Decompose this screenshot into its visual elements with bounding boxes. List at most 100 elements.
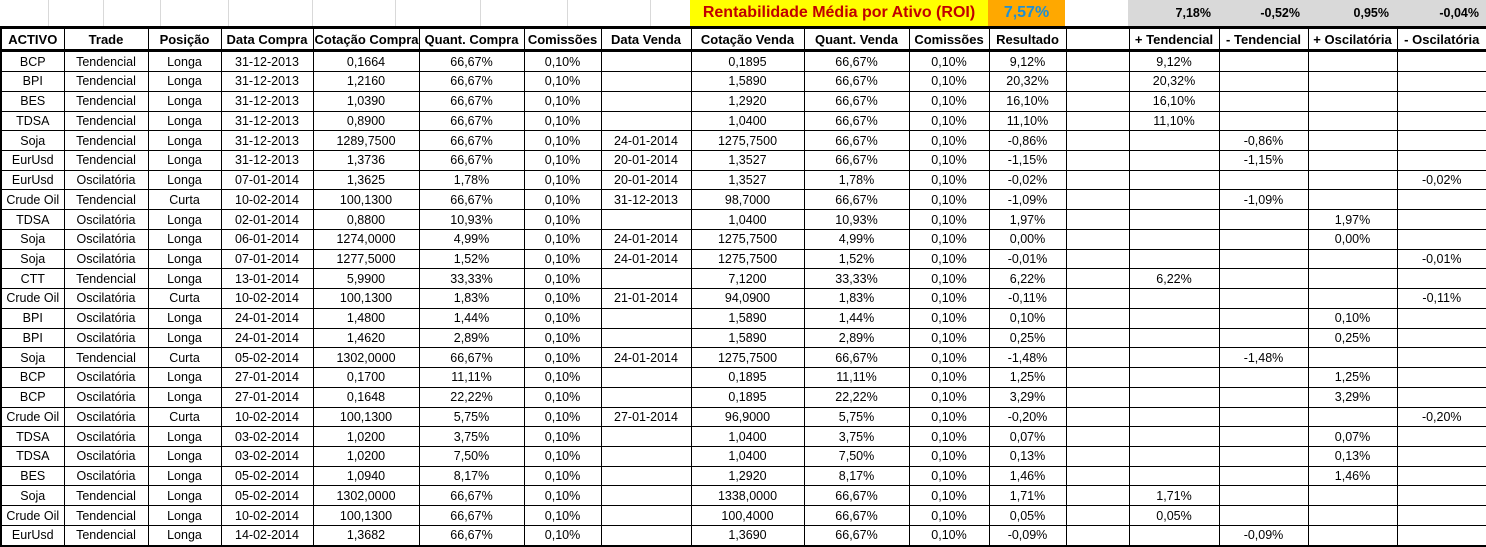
cell-data-venda[interactable]: 24-01-2014: [600, 130, 692, 151]
cell-spacer[interactable]: [1065, 446, 1130, 467]
cell-data-venda[interactable]: [600, 426, 692, 447]
cell-plus-oscilatoria[interactable]: [1307, 248, 1398, 270]
cell-comissoes-compra[interactable]: 0,10%: [523, 268, 602, 290]
cell-quant-compra[interactable]: 22,22%: [418, 386, 525, 408]
cell-cotacao-compra[interactable]: 100,1300: [312, 189, 420, 211]
cell-quant-compra[interactable]: 66,67%: [418, 347, 525, 369]
cell-plus-oscilatoria[interactable]: [1307, 268, 1398, 290]
cell-comissoes-compra[interactable]: 0,10%: [523, 347, 602, 369]
cell-minus-tendencial[interactable]: [1218, 386, 1309, 408]
cell-cotacao-venda[interactable]: 1,0400: [690, 209, 805, 230]
cell-minus-tendencial[interactable]: [1218, 307, 1309, 329]
cell-resultado[interactable]: 1,46%: [988, 465, 1067, 487]
cell-activo[interactable]: BCP: [0, 367, 65, 388]
cell-comissoes-compra[interactable]: 0,10%: [523, 228, 602, 250]
cell-comissoes-compra[interactable]: 0,10%: [523, 149, 602, 171]
roi-value[interactable]: 7,57%: [988, 0, 1065, 26]
cell-plus-oscilatoria[interactable]: 3,29%: [1307, 386, 1398, 408]
cell-data-compra[interactable]: 31-12-2013: [220, 149, 314, 171]
cell-resultado[interactable]: -0,02%: [988, 169, 1067, 191]
cell-spacer[interactable]: [1065, 505, 1130, 526]
cell-resultado[interactable]: -1,09%: [988, 189, 1067, 211]
cell-cotacao-venda[interactable]: 100,4000: [690, 505, 805, 526]
cell-posicao[interactable]: Longa: [147, 268, 222, 290]
cell-resultado[interactable]: -0,11%: [988, 288, 1067, 309]
cell-spacer[interactable]: [1065, 268, 1130, 290]
cell-plus-oscilatoria[interactable]: [1307, 524, 1398, 547]
cell-comissoes-compra[interactable]: 0,10%: [523, 406, 602, 428]
cell-comissoes-compra[interactable]: 0,10%: [523, 426, 602, 447]
cell-comissoes-venda[interactable]: 0,10%: [908, 524, 990, 547]
cell-minus-tendencial[interactable]: [1218, 505, 1309, 526]
summary-minus-oscilatoria[interactable]: -0,04%: [1439, 6, 1479, 20]
cell-data-venda[interactable]: [600, 307, 692, 329]
cell-comissoes-compra[interactable]: 0,10%: [523, 248, 602, 270]
cell-posicao[interactable]: Longa: [147, 248, 222, 270]
cell-cotacao-compra[interactable]: 0,8800: [312, 209, 420, 230]
cell-quant-compra[interactable]: 33,33%: [418, 268, 525, 290]
cell-cotacao-compra[interactable]: 0,1700: [312, 367, 420, 388]
cell-data-compra[interactable]: 31-12-2013: [220, 110, 314, 132]
cell-data-venda[interactable]: [600, 49, 692, 73]
col-header-trade[interactable]: Trade: [63, 26, 149, 52]
cell-data-venda[interactable]: [600, 465, 692, 487]
cell-activo[interactable]: BPI: [0, 71, 65, 92]
cell-posicao[interactable]: Longa: [147, 90, 222, 112]
cell-spacer[interactable]: [1065, 288, 1130, 309]
cell-trade[interactable]: Tendencial: [63, 149, 149, 171]
cell-cotacao-venda[interactable]: 0,1895: [690, 49, 805, 73]
cell-comissoes-venda[interactable]: 0,10%: [908, 209, 990, 230]
cell-quant-venda[interactable]: 66,67%: [803, 130, 910, 151]
cell-plus-oscilatoria[interactable]: 0,13%: [1307, 446, 1398, 467]
cell-cotacao-venda[interactable]: 1,3527: [690, 169, 805, 191]
cell-minus-tendencial[interactable]: [1218, 49, 1309, 73]
cell-plus-oscilatoria[interactable]: 1,97%: [1307, 209, 1398, 230]
cell-comissoes-compra[interactable]: 0,10%: [523, 71, 602, 92]
cell-plus-tendencial[interactable]: 16,10%: [1128, 90, 1220, 112]
cell-quant-venda[interactable]: 8,17%: [803, 465, 910, 487]
cell-data-compra[interactable]: 06-01-2014: [220, 228, 314, 250]
cell-activo[interactable]: Soja: [0, 248, 65, 270]
cell-trade[interactable]: Tendencial: [63, 485, 149, 507]
cell-plus-tendencial[interactable]: [1128, 446, 1220, 467]
cell-cotacao-compra[interactable]: 1277,5000: [312, 248, 420, 270]
cell-spacer[interactable]: [1065, 307, 1130, 329]
cell-minus-oscilatoria[interactable]: [1396, 49, 1486, 73]
cell-quant-venda[interactable]: 66,67%: [803, 110, 910, 132]
cell-posicao[interactable]: Curta: [147, 347, 222, 369]
cell-plus-oscilatoria[interactable]: 0,25%: [1307, 327, 1398, 349]
cell-trade[interactable]: Oscilatória: [63, 367, 149, 388]
cell-quant-venda[interactable]: 66,67%: [803, 505, 910, 526]
cell-minus-oscilatoria[interactable]: [1396, 386, 1486, 408]
cell-posicao[interactable]: Longa: [147, 367, 222, 388]
cell-comissoes-compra[interactable]: 0,10%: [523, 169, 602, 191]
cell-minus-tendencial[interactable]: [1218, 169, 1309, 191]
cell-minus-oscilatoria[interactable]: [1396, 446, 1486, 467]
cell-data-venda[interactable]: [600, 327, 692, 349]
cell-activo[interactable]: CTT: [0, 268, 65, 290]
cell-posicao[interactable]: Longa: [147, 524, 222, 547]
cell-comissoes-venda[interactable]: 0,10%: [908, 49, 990, 73]
cell-data-compra[interactable]: 05-02-2014: [220, 485, 314, 507]
cell-comissoes-compra[interactable]: 0,10%: [523, 90, 602, 112]
cell-minus-oscilatoria[interactable]: [1396, 327, 1486, 349]
cell-plus-tendencial[interactable]: 20,32%: [1128, 71, 1220, 92]
cell-quant-venda[interactable]: 10,93%: [803, 209, 910, 230]
cell-minus-oscilatoria[interactable]: [1396, 268, 1486, 290]
cell-quant-compra[interactable]: 66,67%: [418, 49, 525, 73]
cell-comissoes-venda[interactable]: 0,10%: [908, 327, 990, 349]
cell-cotacao-venda[interactable]: 1,5890: [690, 307, 805, 329]
cell-quant-compra[interactable]: 1,52%: [418, 248, 525, 270]
cell-minus-tendencial[interactable]: [1218, 426, 1309, 447]
cell-data-compra[interactable]: 31-12-2013: [220, 71, 314, 92]
cell-quant-venda[interactable]: 66,67%: [803, 49, 910, 73]
cell-minus-oscilatoria[interactable]: [1396, 307, 1486, 329]
cell-spacer[interactable]: [1065, 130, 1130, 151]
cell-minus-tendencial[interactable]: -0,09%: [1218, 524, 1309, 547]
cell-quant-venda[interactable]: 66,67%: [803, 90, 910, 112]
cell-resultado[interactable]: 0,10%: [988, 307, 1067, 329]
cell-spacer[interactable]: [1065, 524, 1130, 547]
cell-spacer[interactable]: [1065, 406, 1130, 428]
cell-trade[interactable]: Tendencial: [63, 90, 149, 112]
cell-minus-oscilatoria[interactable]: [1396, 228, 1486, 250]
